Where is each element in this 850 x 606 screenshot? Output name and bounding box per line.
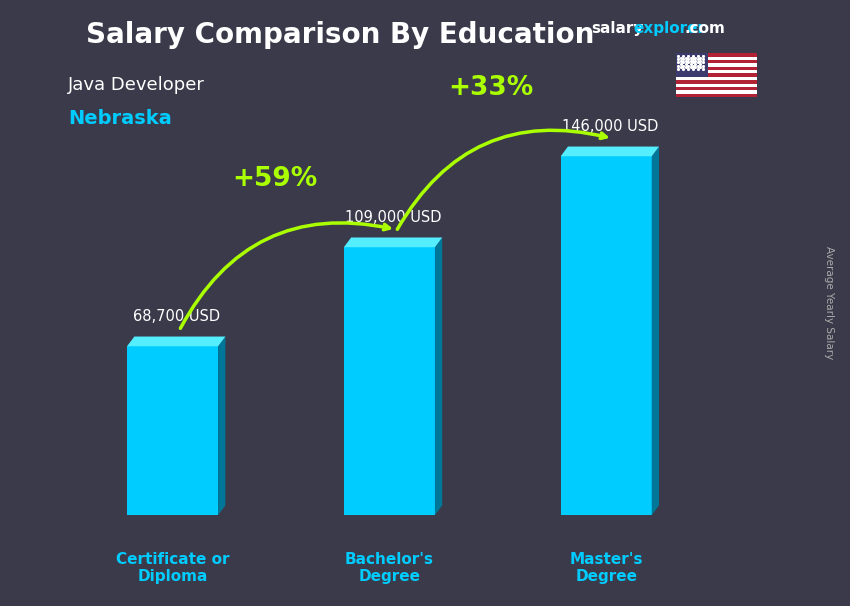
Bar — [676, 90, 756, 93]
Text: salary: salary — [591, 21, 643, 36]
Polygon shape — [435, 238, 442, 515]
Bar — [676, 53, 708, 77]
Text: Bachelor's
Degree: Bachelor's Degree — [345, 552, 434, 584]
Polygon shape — [127, 336, 225, 346]
Bar — [676, 70, 756, 73]
Text: Master's
Degree: Master's Degree — [570, 552, 643, 584]
Polygon shape — [561, 147, 659, 156]
Polygon shape — [218, 336, 225, 515]
Bar — [676, 87, 756, 90]
Bar — [676, 73, 756, 77]
Text: Salary Comparison By Education: Salary Comparison By Education — [86, 21, 594, 49]
Bar — [676, 60, 756, 64]
Text: Average Yearly Salary: Average Yearly Salary — [824, 247, 834, 359]
Text: 109,000 USD: 109,000 USD — [345, 210, 441, 225]
Bar — [676, 67, 756, 70]
Polygon shape — [344, 238, 442, 247]
Text: Nebraska: Nebraska — [68, 109, 172, 128]
Text: +59%: +59% — [232, 165, 317, 191]
Bar — [676, 53, 756, 57]
Bar — [676, 77, 756, 80]
Bar — [676, 84, 756, 87]
Bar — [676, 93, 756, 97]
Text: Certificate or
Diploma: Certificate or Diploma — [116, 552, 230, 584]
Text: Java Developer: Java Developer — [68, 76, 205, 94]
Text: 146,000 USD: 146,000 USD — [562, 119, 658, 135]
Text: +33%: +33% — [449, 75, 534, 101]
Polygon shape — [652, 147, 659, 515]
Polygon shape — [344, 247, 435, 515]
Text: 68,700 USD: 68,700 USD — [133, 309, 220, 324]
Bar — [676, 80, 756, 84]
Bar — [676, 57, 756, 60]
Text: explorer: explorer — [633, 21, 706, 36]
Polygon shape — [561, 156, 652, 515]
Text: .com: .com — [684, 21, 725, 36]
Bar — [676, 64, 756, 67]
Polygon shape — [127, 346, 218, 515]
